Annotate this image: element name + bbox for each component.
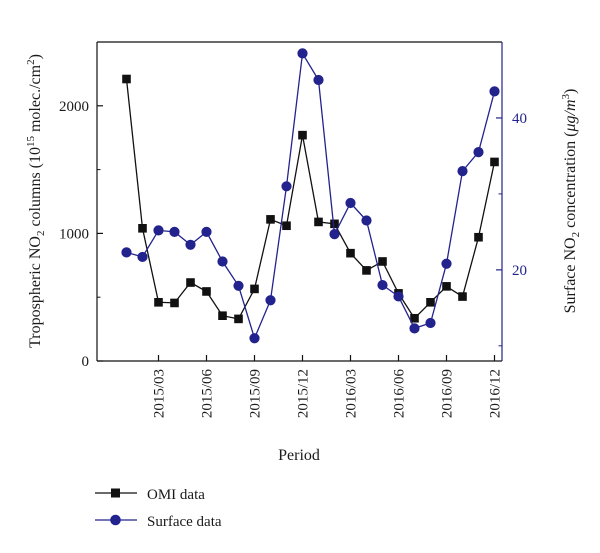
legend-item-surface: Surface data bbox=[95, 514, 222, 530]
data-point-omi bbox=[122, 74, 131, 84]
data-point-surface bbox=[265, 295, 276, 306]
data-point-omi bbox=[330, 219, 339, 229]
x-tick-label: 2016/03 bbox=[344, 369, 360, 418]
data-point-omi bbox=[202, 287, 211, 296]
data-point-surface bbox=[185, 239, 196, 250]
data-point-surface bbox=[393, 291, 404, 302]
data-point-surface bbox=[441, 258, 452, 269]
x-tick-label: 2015/06 bbox=[200, 369, 216, 419]
data-point-omi bbox=[186, 278, 195, 287]
data-point-omi bbox=[218, 311, 227, 321]
data-point-surface bbox=[201, 226, 212, 237]
legend-surface-marker bbox=[110, 514, 121, 526]
data-point-omi bbox=[378, 257, 387, 266]
series-line-omi bbox=[125, 78, 496, 320]
data-point-surface bbox=[345, 197, 356, 209]
legend-surface-label: Surface data bbox=[147, 514, 222, 530]
series-surface bbox=[121, 48, 500, 344]
data-point-omi bbox=[170, 298, 179, 308]
left-tick-label: 2000 bbox=[59, 99, 89, 115]
data-point-surface bbox=[217, 256, 228, 267]
series-line-surface bbox=[126, 51, 496, 341]
data-point-surface bbox=[153, 225, 164, 236]
x-tick-label: 2016/12 bbox=[488, 369, 504, 418]
data-point-omi bbox=[266, 215, 275, 224]
legend: OMI data Surface data bbox=[95, 487, 222, 530]
x-tick-label: 2015/09 bbox=[248, 369, 264, 418]
data-point-omi bbox=[298, 130, 307, 140]
data-point-surface bbox=[473, 147, 484, 158]
data-point-omi bbox=[282, 221, 291, 231]
data-point-omi bbox=[250, 284, 259, 294]
left-axis-title: Tropospheric NO2 columns (1015 molec./cm… bbox=[25, 54, 47, 348]
data-point-omi bbox=[138, 223, 147, 233]
series-omi bbox=[122, 74, 499, 324]
data-point-omi bbox=[458, 292, 467, 301]
x-tick-label: 2016/09 bbox=[440, 369, 456, 418]
data-point-surface bbox=[489, 86, 500, 97]
data-point-surface bbox=[425, 317, 436, 329]
data-point-omi bbox=[234, 314, 243, 324]
data-point-omi bbox=[426, 298, 435, 307]
data-point-surface bbox=[249, 333, 260, 344]
data-point-omi bbox=[474, 232, 483, 242]
right-tick-label: 40 bbox=[512, 111, 527, 127]
x-tick-label: 2015/12 bbox=[296, 369, 312, 418]
x-tick-label: 2015/03 bbox=[152, 369, 168, 418]
data-point-surface bbox=[137, 251, 148, 263]
data-point-surface bbox=[233, 280, 244, 291]
data-point-surface bbox=[313, 74, 324, 86]
data-point-surface bbox=[409, 323, 420, 334]
data-point-omi bbox=[410, 313, 419, 323]
x-tick-label: 2016/06 bbox=[392, 369, 408, 419]
right-tick-label: 20 bbox=[512, 263, 527, 279]
legend-item-omi: OMI data bbox=[95, 487, 205, 503]
data-point-omi bbox=[362, 266, 371, 275]
x-axis-title: Period bbox=[278, 447, 320, 464]
data-point-omi bbox=[154, 298, 163, 307]
left-tick-label: 0 bbox=[82, 354, 90, 370]
left-axis-ticks: 0 1000 2000 bbox=[59, 99, 103, 370]
legend-omi-marker bbox=[111, 488, 120, 498]
data-point-surface bbox=[329, 229, 340, 240]
data-point-surface bbox=[297, 48, 308, 59]
data-point-omi bbox=[442, 282, 451, 291]
legend-omi-label: OMI data bbox=[147, 487, 205, 503]
data-point-omi bbox=[490, 157, 499, 167]
data-point-surface bbox=[121, 247, 132, 258]
data-point-surface bbox=[361, 215, 372, 226]
data-point-surface bbox=[169, 226, 180, 237]
data-point-surface bbox=[281, 181, 292, 192]
series-layer bbox=[121, 48, 500, 344]
data-point-omi bbox=[346, 248, 355, 258]
right-axis-title: Surface NO2 concentration (μg/m3) bbox=[560, 89, 582, 314]
data-point-omi bbox=[314, 217, 323, 227]
data-point-surface bbox=[457, 166, 468, 177]
x-axis-ticks: 2015/03 2015/06 2015/09 2015/12 2016/03 2016/… bbox=[152, 355, 504, 418]
data-point-surface bbox=[377, 279, 388, 291]
left-tick-label: 1000 bbox=[59, 226, 89, 242]
